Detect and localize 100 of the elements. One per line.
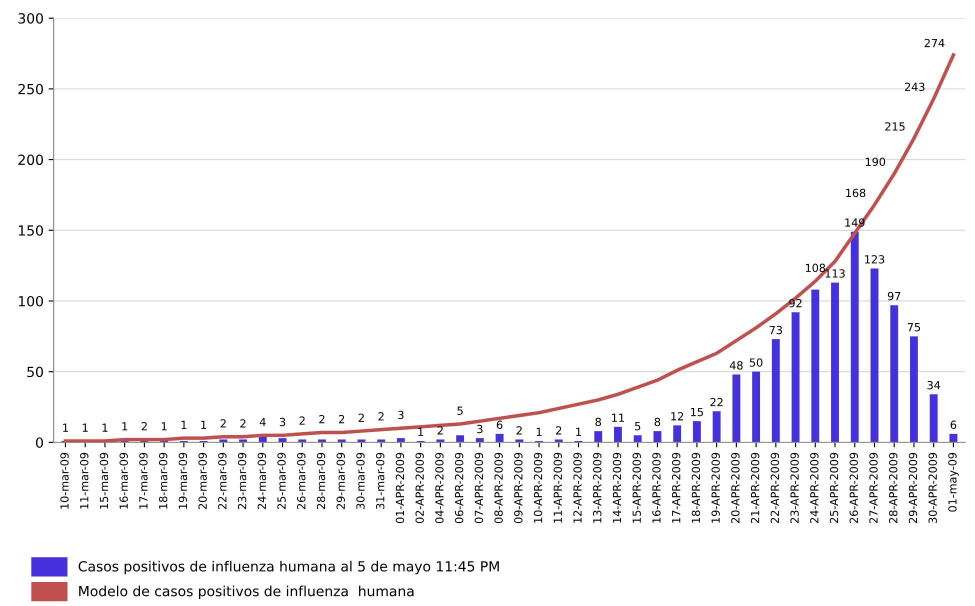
x-tick-label: 20-mar-09 [198,452,207,510]
x-tick-label: 01-APR-2009 [396,452,404,524]
x-tick-label: 06-APR-2009 [454,452,464,524]
x-tick-label: 31-mar-09 [376,452,384,510]
data-label: 92 [789,298,802,308]
x-tick-label: 12-APR-2009 [573,452,582,523]
data-label: 8 [654,418,660,426]
data-label: 50 [750,358,762,367]
data-label: 1 [576,428,582,436]
y-tick-label: 250 [18,84,43,94]
data-label: 243 [904,82,924,92]
bar [278,438,286,442]
x-tick-label: 28-APR-2009 [889,452,898,524]
bar [811,290,820,442]
bar [436,440,444,442]
bar [456,435,464,442]
data-label: 1 [201,420,206,429]
x-tick-label: 16-APR-2009 [652,452,661,523]
data-label: 108 [806,264,826,272]
data-label: 3 [398,410,404,420]
x-tick-label: 21-APR-2009 [750,452,760,524]
x-tick-label: 11-mar-09 [80,452,88,509]
bar [673,425,682,442]
x-tick-label: 10-APR-2009 [534,452,542,523]
data-label: 1 [82,424,88,432]
data-label: 97 [888,292,900,300]
y-tick-label: 50 [27,366,43,378]
data-label: 11 [612,414,624,422]
y-tick-label: 100 [18,296,43,306]
x-tick-label: 17-mar-09 [139,452,148,509]
bar [496,434,504,442]
bar [712,411,721,442]
x-tick-label: 14-APR-2009 [612,452,622,523]
data-label: 1 [63,424,68,432]
x-tick-label: 29-mar-09 [336,452,345,510]
x-tick-label: 27-APR-2009 [869,452,878,524]
x-tick-label: 22-mar-09 [218,452,227,510]
x-tick-label: 30-mar-09 [356,452,365,510]
data-label: 2 [220,419,226,428]
x-tick-label: 20-APR-2009 [731,452,740,524]
x-tick-label: 28-mar-09 [316,452,326,510]
bar [870,268,878,442]
data-label: 2 [338,414,344,424]
x-tick-label: 11-APR-2009 [554,452,562,523]
bar [890,305,898,442]
bar [653,431,662,442]
x-tick-label: 18-mar-09 [158,452,168,509]
data-label: 73 [770,326,782,334]
data-label: 4 [260,418,266,426]
x-tick-label: 19-APR-2009 [711,452,720,523]
bar [358,440,366,442]
data-label: 190 [866,158,886,166]
data-label: 75 [908,323,920,332]
x-tick-label: 02-APR-2009 [415,452,424,524]
data-label: 5 [635,422,640,430]
data-label: 22 [710,398,723,406]
legend-label: Casos positivos de influenza humana al 5 de mayo 11:45 PM [78,560,499,574]
bar [732,374,740,442]
data-label: 2 [556,426,562,434]
x-tick-label: 04-APR-2009 [435,452,444,524]
data-label: 2 [142,422,147,430]
x-tick-label: 23-mar-09 [238,452,246,510]
x-tick-label: 07-APR-2009 [474,452,484,524]
data-label: 1 [102,424,108,432]
bar [476,438,484,442]
bar [634,435,642,442]
data-label: 12 [671,412,684,420]
bar [396,438,405,442]
x-tick-label: 26-mar-09 [297,452,306,510]
x-tick-label: 01-may-09 [948,452,959,512]
data-label: 2 [240,419,246,428]
data-label: 1 [182,420,186,429]
x-tick-label: 26-APR-2009 [850,452,858,524]
x-tick-label: 24-APR-2009 [810,452,819,524]
bar [219,440,228,442]
bar [772,339,780,442]
x-tick-label: 23-APR-2009 [790,452,799,524]
y-tick-label: 150 [18,225,43,236]
data-label: 15 [691,408,703,416]
bar [831,282,839,442]
data-label: 6 [950,420,956,429]
data-label: 2 [300,416,305,425]
data-label: 2 [378,412,384,420]
bar [692,421,701,442]
data-label: 215 [885,122,905,131]
x-tick-label: 25-mar-09 [277,452,286,510]
x-tick-label: 22-APR-2009 [770,452,780,524]
bar [752,372,760,442]
bar [930,394,938,442]
x-tick-label: 15-mar-09 [100,452,108,509]
data-label: 1 [418,428,424,436]
x-tick-label: 09-APR-2009 [514,452,523,524]
data-label: 2 [319,414,324,424]
data-label: 48 [730,361,743,370]
y-tick-label: 200 [18,154,43,166]
y-tick-label: 300 [18,13,43,24]
x-tick-label: 24-mar-09 [258,452,266,510]
bar [377,440,386,442]
data-label: 2 [516,426,522,434]
bar [594,431,602,442]
